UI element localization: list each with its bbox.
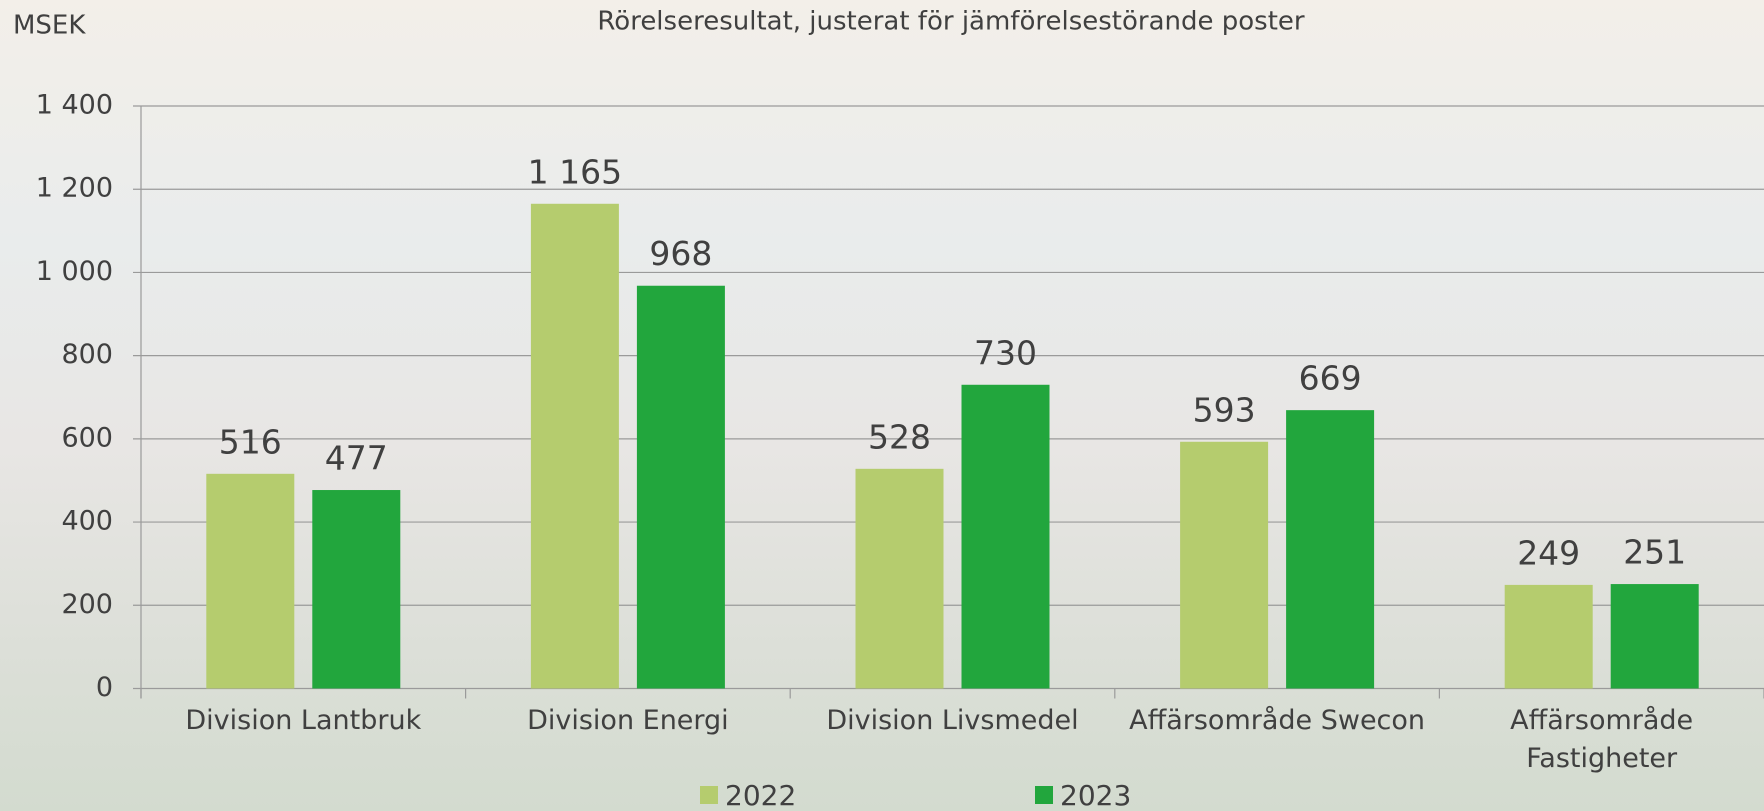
value-label: 968 bbox=[649, 234, 712, 273]
value-label: 1 165 bbox=[528, 152, 622, 191]
bar bbox=[206, 474, 294, 689]
y-tick-label: 1 200 bbox=[36, 173, 113, 204]
y-tick-label: 600 bbox=[61, 422, 113, 453]
y-tick-label: 1 400 bbox=[36, 90, 113, 121]
value-label: 516 bbox=[219, 422, 282, 461]
bar bbox=[531, 204, 619, 689]
legend-label: 2022 bbox=[725, 779, 796, 811]
value-label: 528 bbox=[868, 417, 931, 456]
x-tick-label: Division Energi bbox=[466, 702, 791, 740]
x-tick-label: Division Livsmedel bbox=[790, 702, 1115, 740]
y-tick-label: 1 000 bbox=[36, 256, 113, 287]
chart-container: Rörelseresultat, justerat för jämförelse… bbox=[0, 0, 1764, 811]
bar bbox=[1180, 442, 1268, 689]
x-tick-label: Affärsområde Swecon bbox=[1115, 702, 1440, 740]
bar bbox=[312, 490, 400, 688]
bar bbox=[962, 385, 1050, 689]
value-label: 251 bbox=[1623, 533, 1686, 572]
chart: Rörelseresultat, justerat för jämförelse… bbox=[0, 0, 1764, 811]
value-label: 669 bbox=[1299, 359, 1362, 398]
legend-label: 2023 bbox=[1060, 779, 1131, 811]
y-tick-label: 0 bbox=[96, 672, 113, 703]
bar bbox=[1286, 410, 1374, 688]
y-tick-label: 800 bbox=[61, 339, 113, 370]
chart-title: Rörelseresultat, justerat för jämförelse… bbox=[597, 7, 1305, 37]
y-axis-label: MSEK bbox=[13, 11, 86, 41]
bar bbox=[1505, 585, 1593, 689]
value-label: 593 bbox=[1193, 390, 1256, 429]
bar bbox=[856, 469, 944, 689]
legend-swatch bbox=[700, 786, 718, 804]
legend-swatch bbox=[1035, 786, 1053, 804]
bar bbox=[637, 286, 725, 689]
value-label: 730 bbox=[974, 333, 1037, 372]
bar bbox=[1611, 584, 1699, 688]
y-tick-label: 400 bbox=[61, 506, 113, 537]
value-label: 477 bbox=[325, 439, 388, 478]
value-label: 249 bbox=[1517, 533, 1580, 572]
y-tick-label: 200 bbox=[61, 589, 113, 620]
x-tick-label: Division Lantbruk bbox=[141, 702, 466, 740]
x-tick-label: Affärsområde Fastigheter bbox=[1439, 702, 1764, 778]
